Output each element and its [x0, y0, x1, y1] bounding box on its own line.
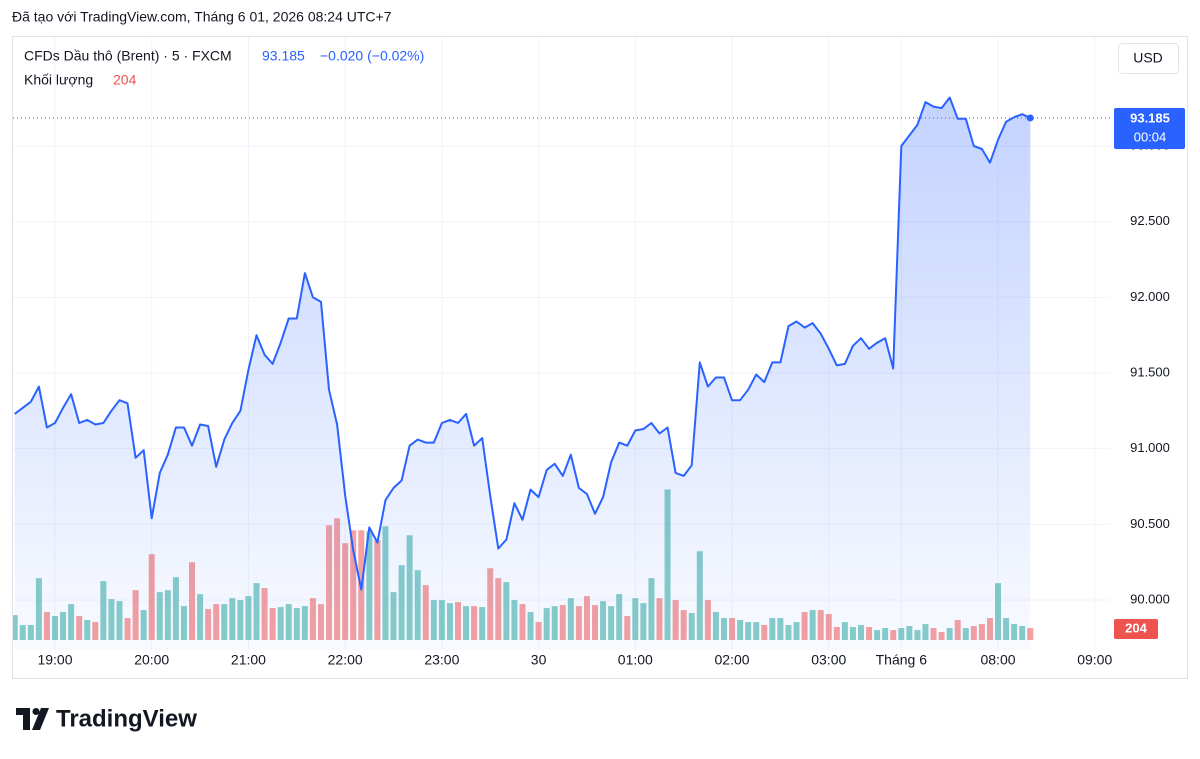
x-tick-label: 02:00	[715, 652, 750, 668]
credit: Đã tạo với TradingView.com, Tháng 6 01, …	[12, 9, 392, 25]
x-tick-label: 19:00	[37, 652, 72, 668]
last-point	[1026, 114, 1034, 122]
legend-price: 93.185	[262, 48, 305, 64]
x-tick-label: 30	[531, 652, 547, 668]
logo-icon	[32, 708, 40, 715]
logo: TradingView	[16, 705, 197, 732]
currency-label[interactable]: USD	[1133, 50, 1163, 66]
y-tick-label: 90.500	[1130, 516, 1170, 531]
volume-label: 204	[1125, 620, 1147, 635]
chart-frame	[12, 36, 1188, 679]
logo-icon	[32, 708, 49, 730]
legend-change: −0.020 (−0.02%)	[320, 48, 424, 64]
y-tick-label: 91.500	[1130, 364, 1170, 379]
currency-button[interactable]	[1118, 43, 1179, 74]
x-tick-label: 21:00	[231, 652, 266, 668]
x-tick-label: 22:00	[328, 652, 363, 668]
volume-label-box	[1114, 619, 1158, 640]
axes: 90.00090.50091.00091.50092.00092.50093.0…	[37, 107, 1185, 668]
countdown-label: 00:04	[1134, 129, 1167, 144]
y-tick-label: 92.500	[1130, 213, 1170, 228]
legend-volume: Khối lượng	[24, 72, 93, 88]
x-tick-label: 09:00	[1077, 652, 1112, 668]
x-tick-label: Tháng 6	[876, 652, 928, 668]
x-tick-label: 01:00	[618, 652, 653, 668]
logo-text: TradingView	[56, 705, 197, 732]
legend-volume-value: 204	[113, 72, 137, 88]
x-tick-label: 23:00	[424, 652, 459, 668]
price-line	[14, 96, 1031, 591]
price-label-box	[1114, 107, 1185, 149]
price-area	[14, 97, 1031, 650]
price-label: 93.185	[1130, 110, 1170, 125]
legend-symbol: CFDs Dầu thô (Brent) · 5 · FXCM	[24, 48, 232, 64]
x-tick-label: 20:00	[134, 652, 169, 668]
logo-icon	[16, 708, 30, 730]
y-tick-label: 91.000	[1130, 440, 1170, 455]
x-tick-label: 03:00	[811, 652, 846, 668]
price-layer	[13, 96, 1110, 650]
y-tick-label: 92.000	[1130, 289, 1170, 304]
y-tick-label: 90.000	[1130, 591, 1170, 606]
x-tick-label: 08:00	[980, 652, 1015, 668]
